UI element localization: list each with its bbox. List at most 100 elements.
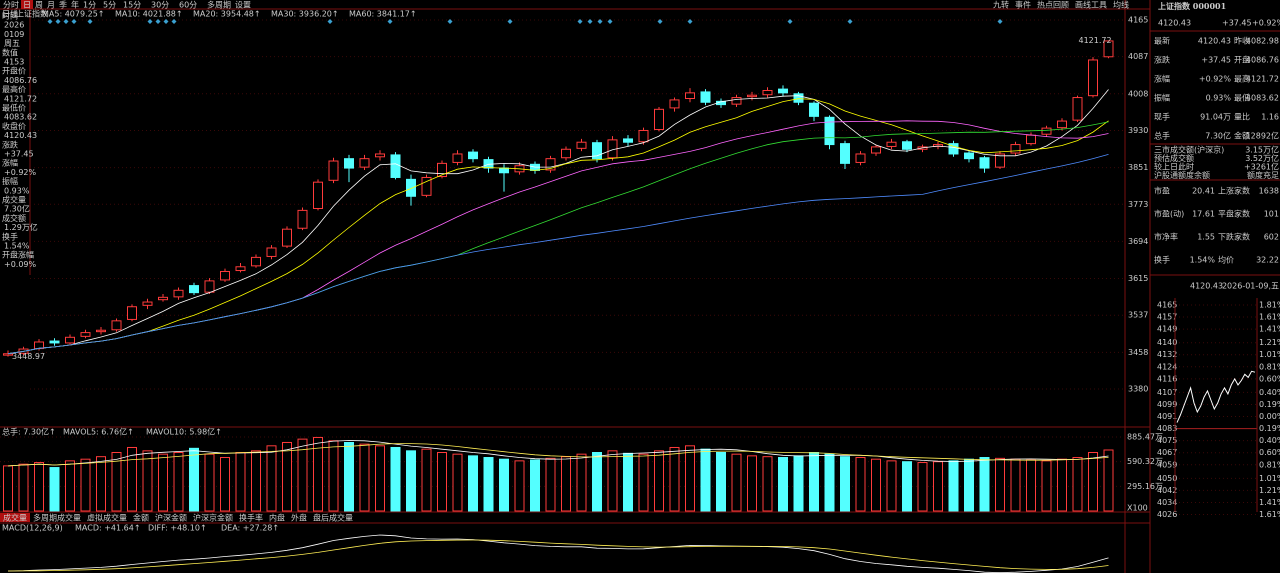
event-marker <box>163 19 169 24</box>
intraday-pct-label: 0.40% <box>1259 436 1280 445</box>
intraday-tick-label: 4116 <box>1157 374 1177 383</box>
volume-bar <box>1041 460 1052 512</box>
event-marker <box>447 19 453 24</box>
volume-bar <box>65 460 75 512</box>
tool-button[interactable]: 均线 <box>1113 0 1129 10</box>
tool-button[interactable]: 热点回顾 <box>1037 0 1069 10</box>
candle-body <box>545 158 556 171</box>
tool-button[interactable]: 事件 <box>1015 0 1031 10</box>
quote-title: 上证指数 000001 <box>1158 1 1226 11</box>
quote-label: 金额 <box>1234 131 1250 141</box>
volume-bar <box>49 467 60 512</box>
sidebar-value: 1.54% <box>4 242 30 251</box>
toolbar-button[interactable]: 周 <box>35 1 43 10</box>
volume-tab[interactable]: 沪深京金额 <box>193 513 233 523</box>
intraday-date: 2026-01-09,五 <box>1222 282 1279 291</box>
sidebar-value: +37.45 <box>4 150 34 159</box>
turnover-value: 额度充足 <box>1247 170 1279 180</box>
candle-body <box>158 296 168 301</box>
price-tick-label: 3380 <box>1128 385 1148 394</box>
intraday-tick-label: 4140 <box>1157 338 1177 347</box>
event-marker <box>847 19 853 24</box>
volume-bar <box>592 452 602 512</box>
tool-button[interactable]: 画线工具 <box>1075 0 1107 10</box>
toolbar-button[interactable]: 多周期 <box>207 0 231 10</box>
toolbar-button[interactable]: 分时 <box>3 0 19 10</box>
candle-body <box>747 94 757 98</box>
intraday-pct-label: 1.21% <box>1259 338 1280 347</box>
intraday-tick-label: 4165 <box>1157 301 1177 310</box>
volume-bar <box>297 438 308 512</box>
volume-tab[interactable]: 盘后成交量 <box>313 513 353 523</box>
intraday-tick-label: 4075 <box>1157 436 1177 445</box>
turnover-value: +3261亿 <box>1244 162 1279 172</box>
volume-bar <box>96 456 106 512</box>
quote-value: 4120.43 <box>1198 37 1231 46</box>
tool-button[interactable]: 九转 <box>993 0 1009 10</box>
volume-tab[interactable]: 多周期成交量 <box>33 513 81 523</box>
price-tick-label: 4008 <box>1128 89 1148 98</box>
sidebar-label: 开盘价 <box>2 66 26 76</box>
macd-legend: DIFF: +48.10↑ <box>148 524 207 533</box>
volume-bar <box>1010 458 1021 512</box>
quote-value: 4082.98 <box>1246 37 1279 46</box>
sidebar-value: 0.93% <box>4 186 30 195</box>
toolbar-button[interactable]: 季 <box>59 0 67 10</box>
sidebar-label: 成交额 <box>2 213 26 223</box>
volume-bar <box>1072 457 1083 512</box>
candle-body <box>282 228 292 247</box>
quote-label: 最低 <box>1234 93 1250 103</box>
ma-legend: MA10: 4021.88↑ <box>115 10 183 19</box>
volume-tab[interactable]: 外盘 <box>291 513 307 523</box>
volume-tab[interactable]: 金额 <box>133 513 149 523</box>
volume-bar <box>406 450 416 512</box>
sidebar-value: 1.29万亿 <box>4 222 38 232</box>
volume-bar <box>220 457 230 512</box>
candle-body <box>561 148 571 159</box>
candle-body <box>499 167 509 174</box>
candle-body <box>623 138 633 143</box>
intraday-pct-label: 1.61% <box>1259 313 1280 322</box>
tab-active <box>0 513 30 522</box>
volume-legend: MAVOL5: 6.76亿↑ <box>63 427 134 437</box>
sidebar-label: 数值 <box>2 47 18 57</box>
quote-value: 7.30亿 <box>1205 131 1231 141</box>
toolbar-button[interactable]: 5分 <box>103 1 116 10</box>
toolbar-button[interactable]: 日 <box>23 1 31 10</box>
sidebar-value: 4086.76 <box>4 76 37 85</box>
turnover-value: 3.52万亿 <box>1245 153 1279 163</box>
volume-bar <box>731 453 742 512</box>
market-label: 市盈(动) <box>1154 209 1184 219</box>
ma-line <box>7 154 1109 355</box>
volume-tab[interactable]: 换手率 <box>239 513 263 523</box>
high-annotation: 4121.72 <box>1079 36 1112 45</box>
toolbar-button[interactable]: 设置 <box>235 0 251 10</box>
volume-tab[interactable]: 虚拟成交量 <box>87 513 127 523</box>
toolbar-button[interactable]: 60分 <box>179 1 197 10</box>
macd-legend: DEA: +27.28↑ <box>221 524 279 533</box>
toolbar-button[interactable]: 15分 <box>123 1 141 10</box>
quote-label: 最高 <box>1234 74 1250 84</box>
volume-tab[interactable]: 沪深金额 <box>155 513 187 523</box>
toolbar-button[interactable]: 30分 <box>151 1 169 10</box>
candle-body <box>669 99 680 109</box>
volume-bar <box>421 448 432 512</box>
candle-body <box>251 256 261 267</box>
volume-bar <box>762 456 773 512</box>
market-label: 均价 <box>1218 255 1234 265</box>
toolbar-button[interactable]: 月 <box>47 1 55 10</box>
event-marker <box>577 19 583 24</box>
toolbar-button[interactable]: 1分 <box>83 1 96 10</box>
candle-body <box>328 160 339 181</box>
ma-legend: MA20: 3954.48↑ <box>193 10 261 19</box>
toolbar-button[interactable]: 年 <box>71 0 79 10</box>
quote-value: 1.16 <box>1261 113 1279 122</box>
volume-tab[interactable]: 内盘 <box>269 513 285 523</box>
turnover-label: 较上日此时 <box>1154 162 1194 172</box>
candle-body <box>313 181 323 209</box>
volume-tab[interactable]: 成交量 <box>3 513 27 523</box>
intraday-tick-label: 4042 <box>1157 486 1177 495</box>
market-label: 市盈 <box>1154 186 1170 196</box>
volume-bar <box>824 453 835 512</box>
candle-body <box>96 329 106 333</box>
